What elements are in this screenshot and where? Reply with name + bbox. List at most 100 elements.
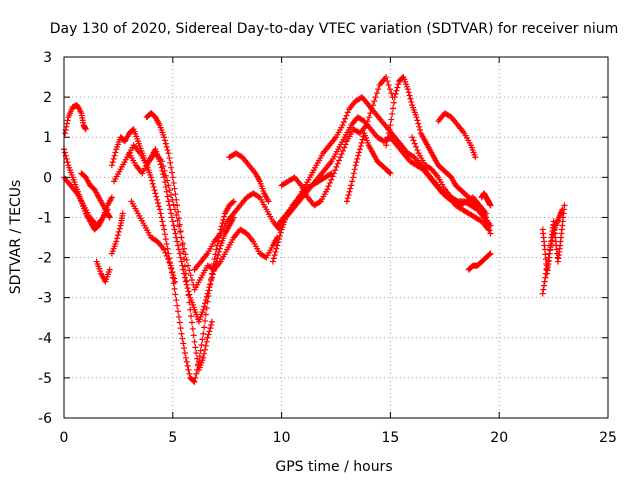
data-point <box>173 196 180 203</box>
x-tick-label: 15 <box>381 430 399 446</box>
data-point <box>208 318 215 325</box>
y-tick-label: 1 <box>43 130 52 146</box>
data-point <box>182 278 189 285</box>
data-point <box>212 251 219 258</box>
data-point <box>193 350 200 357</box>
data-point <box>487 230 494 237</box>
data-point <box>148 174 155 181</box>
data-point <box>386 86 393 93</box>
data-point <box>324 186 331 193</box>
data-point <box>180 340 187 347</box>
data-point <box>150 183 157 190</box>
data-point <box>544 258 551 265</box>
data-point <box>338 151 345 158</box>
data-point <box>354 155 361 162</box>
data-point <box>406 92 413 99</box>
data-point <box>202 297 209 304</box>
data-point <box>413 143 420 150</box>
data-point <box>156 206 163 213</box>
data-point <box>359 136 366 143</box>
data-point <box>409 134 416 141</box>
series-track-m <box>226 150 272 205</box>
data-point <box>192 374 199 381</box>
data-point <box>369 102 376 109</box>
data-point <box>114 235 121 242</box>
data-point <box>203 293 210 300</box>
data-point <box>168 265 175 272</box>
data-point <box>352 162 359 169</box>
data-point <box>172 191 179 198</box>
data-point <box>189 325 196 332</box>
data-point <box>168 191 175 198</box>
data-point <box>205 331 212 338</box>
data-point <box>165 198 172 205</box>
data-point <box>185 366 192 373</box>
data-point <box>201 350 208 357</box>
data-point <box>206 328 213 335</box>
data-point <box>106 266 113 273</box>
x-axis-title: GPS time / hours <box>275 459 392 475</box>
data-point <box>167 159 174 166</box>
data-point <box>404 86 411 93</box>
data-point <box>343 198 350 205</box>
data-point <box>202 300 209 307</box>
y-tick-label: -1 <box>38 210 52 226</box>
data-point <box>332 167 339 174</box>
y-tick-label: -2 <box>38 251 52 267</box>
data-point <box>188 277 195 284</box>
data-point <box>548 237 555 244</box>
data-point <box>168 169 175 176</box>
data-point <box>177 254 184 261</box>
data-point <box>187 306 194 313</box>
data-point <box>192 344 199 351</box>
data-point <box>106 214 113 221</box>
data-point <box>176 319 183 326</box>
data-point <box>181 245 188 252</box>
data-point <box>276 232 283 239</box>
data-point <box>275 239 282 246</box>
data-point <box>290 175 297 182</box>
data-point <box>187 272 194 279</box>
y-tick-label: -3 <box>38 291 52 307</box>
data-point <box>328 176 335 183</box>
data-point <box>364 118 371 125</box>
data-point <box>363 122 370 129</box>
data-point <box>542 270 549 277</box>
data-point <box>171 206 178 213</box>
data-point <box>356 146 363 153</box>
data-point <box>486 251 493 258</box>
data-point <box>171 285 178 292</box>
data-point <box>350 170 357 177</box>
series-track-h <box>111 142 237 325</box>
data-point <box>183 358 190 365</box>
data-point <box>208 274 215 281</box>
data-point <box>200 354 207 361</box>
data-point <box>82 126 89 133</box>
data-point <box>351 166 358 173</box>
series-track-j <box>143 110 215 373</box>
series-track-k <box>128 198 178 285</box>
data-point <box>546 250 553 257</box>
data-point <box>413 114 420 121</box>
data-point <box>158 214 165 221</box>
data-point <box>371 98 378 105</box>
data-point <box>111 152 118 159</box>
series-track-o <box>274 94 490 229</box>
data-point <box>166 259 173 266</box>
data-point <box>390 105 397 112</box>
data-point <box>186 299 193 306</box>
data-point <box>178 234 185 241</box>
data-point <box>181 256 188 263</box>
data-point <box>164 147 171 154</box>
data-point <box>166 202 173 209</box>
data-point <box>181 345 188 352</box>
data-point <box>546 247 553 254</box>
data-point <box>165 182 172 189</box>
data-point <box>271 252 278 259</box>
data-point <box>387 170 394 177</box>
data-point <box>188 313 195 320</box>
data-point <box>275 236 282 243</box>
data-point <box>325 183 332 190</box>
data-point <box>329 173 336 180</box>
data-point <box>344 109 351 116</box>
